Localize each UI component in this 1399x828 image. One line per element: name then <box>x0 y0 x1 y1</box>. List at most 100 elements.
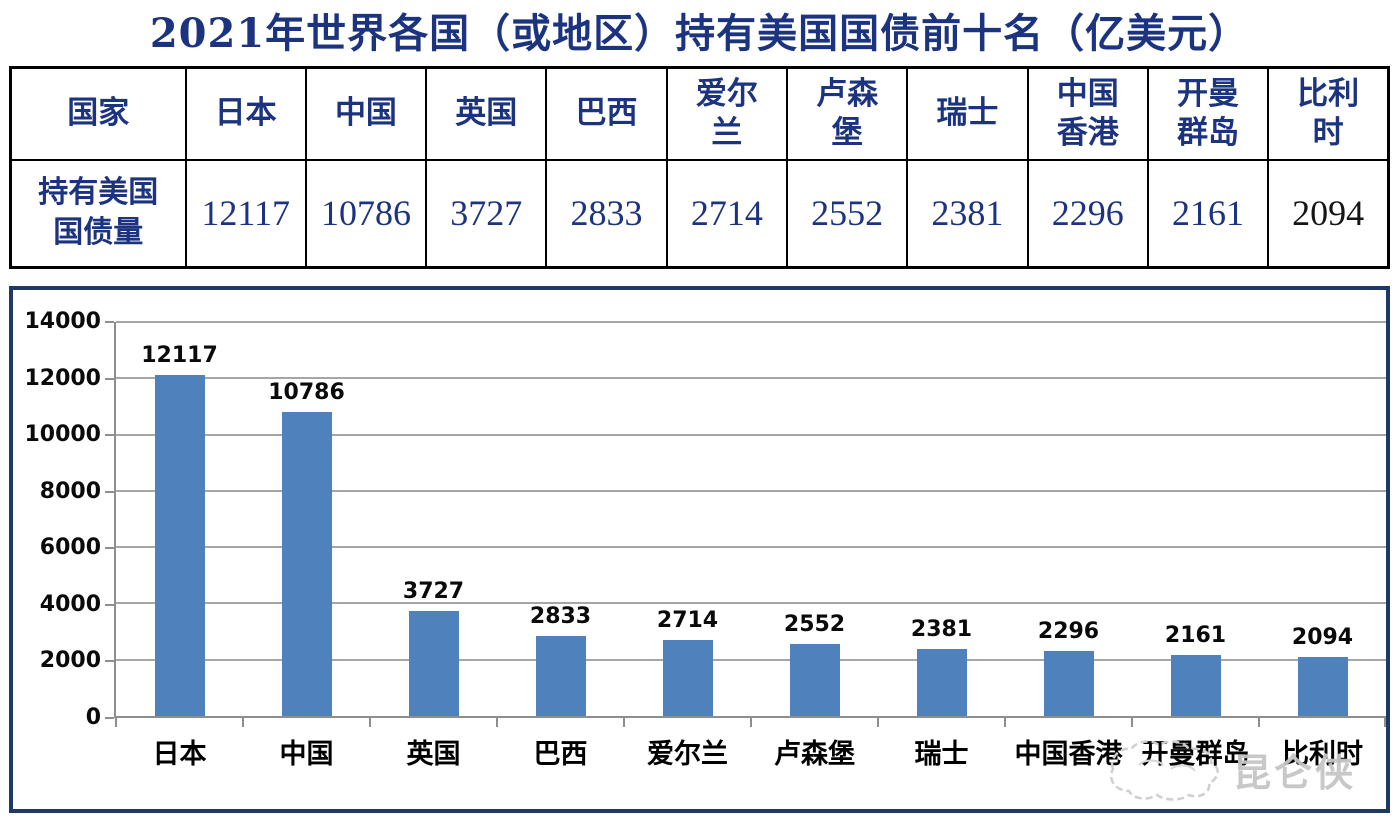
bar-slot: 2161 开曼群岛 <box>1131 322 1259 770</box>
bar-value-label: 2552 <box>783 612 846 638</box>
x-tick <box>1258 716 1260 727</box>
table-value-cell: 2381 <box>906 158 1029 269</box>
table-header-cell: 爱尔 兰 <box>665 66 788 161</box>
bar-value-label: 12117 <box>141 343 218 368</box>
bar-chart: 0 2000 4000 6000 8000 10000 12000 14000 12117 日本… <box>9 286 1390 813</box>
x-tick <box>877 716 879 727</box>
x-tick <box>369 716 371 727</box>
table-header-cell: 中国 香港 <box>1026 66 1149 161</box>
table-value-cell: 2161 <box>1146 158 1270 269</box>
x-tick <box>496 716 498 727</box>
table-header-cell: 英国 <box>425 66 548 161</box>
table-value-cell: 2296 <box>1026 158 1149 269</box>
bar <box>789 644 840 716</box>
table-value-row: 持有美国 国债量 12117 10786 3727 2833 2714 2552… <box>9 158 1390 269</box>
table-value-cell: 10786 <box>304 158 428 269</box>
category-label: 中国 <box>279 739 334 770</box>
bar-slot: 2381 瑞士 <box>877 322 1005 770</box>
gridline <box>116 489 1386 492</box>
category-label: 巴西 <box>533 739 588 770</box>
x-tick <box>1131 716 1133 727</box>
y-tick-label: 0 <box>85 705 101 730</box>
x-tick <box>242 716 244 727</box>
bar-value-label: 10786 <box>268 380 345 406</box>
table-header-cell: 巴西 <box>545 66 668 161</box>
bar-slot: 2552 卢森堡 <box>750 322 878 770</box>
bar-value-label: 2296 <box>1037 619 1100 645</box>
bar-value-label: 2833 <box>529 604 592 630</box>
y-tick <box>105 660 114 663</box>
bar-value-label: 2161 <box>1164 623 1227 649</box>
x-tick <box>115 716 117 727</box>
category-label: 开曼群岛 <box>1141 739 1250 770</box>
gridline <box>116 377 1386 380</box>
bar <box>1297 657 1348 716</box>
table-value-cell: 3727 <box>425 158 548 269</box>
y-tick <box>105 490 114 493</box>
table-value-cell: 2094 <box>1267 158 1390 269</box>
category-label: 瑞士 <box>914 739 969 770</box>
bar-slot: 2714 爱尔兰 <box>623 322 751 770</box>
y-tick-label: 10000 <box>24 422 101 448</box>
gridline <box>116 321 1386 323</box>
bar <box>408 611 459 716</box>
table-corner-cell: 国家 <box>9 66 187 161</box>
table-header-cell: 开曼 群岛 <box>1146 66 1270 161</box>
page-title: 2021年世界各国（或地区）持有美国国债前十名（亿美元） <box>149 10 1250 57</box>
x-tick <box>1004 716 1006 727</box>
table-value-cell: 2552 <box>785 158 909 269</box>
bar <box>916 649 967 716</box>
gridline <box>116 602 1386 605</box>
bar <box>1170 655 1221 716</box>
category-label: 日本 <box>152 739 207 770</box>
table-header-cell: 卢森 堡 <box>785 66 909 161</box>
y-tick-label: 6000 <box>39 535 101 561</box>
category-label: 比利时 <box>1282 739 1363 770</box>
y-tick <box>105 717 114 719</box>
bar-slot: 2094 比利时 <box>1258 322 1386 770</box>
bar-slot: 10786 中国 <box>242 322 370 770</box>
bar-value-label: 2714 <box>656 607 719 633</box>
y-tick <box>105 547 114 550</box>
table-value-cell: 2833 <box>545 158 668 269</box>
gridline <box>116 546 1386 549</box>
bar-value-label: 2381 <box>910 617 973 642</box>
x-tick <box>623 716 625 727</box>
table-header-row: 国家 日本 中国 英国 巴西 爱尔 兰 卢森 堡 瑞士 中国 香港 开曼 群岛 … <box>9 66 1390 161</box>
table-row-label: 持有美国 国债量 <box>9 158 187 269</box>
table-header-cell: 瑞士 <box>906 66 1029 161</box>
y-tick-label: 2000 <box>39 648 101 674</box>
bar <box>1043 651 1094 716</box>
table-value-cell: 12117 <box>184 158 307 269</box>
bar-slot: 2296 中国香港 <box>1004 322 1132 770</box>
plot-area: 12117 日本 10786 中国 3727 英国 2833 巴西 2714 爱尔兰 2552 卢森堡… <box>114 321 1386 770</box>
bar-slot: 3727 英国 <box>369 322 497 770</box>
x-tick <box>750 716 752 727</box>
y-axis: 0 2000 4000 6000 8000 10000 12000 14000 <box>13 309 114 730</box>
category-label: 爱尔兰 <box>647 739 728 770</box>
y-tick <box>105 321 114 323</box>
y-tick <box>105 377 114 380</box>
table-header-cell: 中国 <box>304 66 428 161</box>
table-value-cell: 2714 <box>665 158 788 269</box>
category-label: 卢森堡 <box>774 739 855 770</box>
table-header-cell: 日本 <box>184 66 307 161</box>
category-label: 中国香港 <box>1014 739 1123 770</box>
table-header-cell: 比利 时 <box>1267 66 1390 161</box>
y-tick-label: 14000 <box>24 309 101 334</box>
bar-value-label: 2094 <box>1291 625 1354 651</box>
gridline <box>116 433 1386 436</box>
x-tick <box>1384 716 1386 727</box>
holdings-table: 国家 日本 中国 英国 巴西 爱尔 兰 卢森 堡 瑞士 中国 香港 开曼 群岛 … <box>9 66 1390 269</box>
bar-slot: 2833 巴西 <box>496 322 624 770</box>
bar <box>154 375 205 716</box>
y-tick <box>105 603 114 606</box>
bar <box>535 636 586 716</box>
bar-value-label: 3727 <box>402 579 465 605</box>
category-label: 英国 <box>406 739 461 770</box>
gridline <box>116 658 1386 661</box>
y-tick-label: 12000 <box>24 365 101 391</box>
y-tick <box>105 434 114 437</box>
y-tick-label: 8000 <box>39 478 101 504</box>
